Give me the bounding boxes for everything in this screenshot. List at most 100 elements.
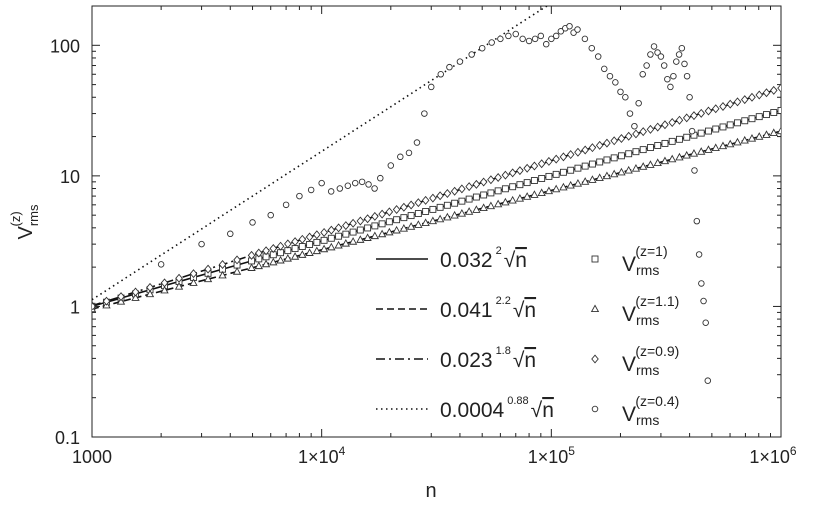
marker-z-1-1 <box>116 297 126 305</box>
marker-z-1 <box>516 181 524 189</box>
legend-series-label: Vrms (z=1.1) <box>622 293 679 328</box>
marker-z-1 <box>385 218 393 226</box>
marker-z-1-1 <box>385 227 394 236</box>
legend-marker-z-1-1 <box>590 304 600 313</box>
marker-z-0-4 <box>594 53 602 60</box>
marker-z-1-1 <box>334 240 343 249</box>
marker-z-1 <box>726 121 734 129</box>
marker-z-0-4 <box>344 182 352 190</box>
legend-fit-coef: 0.023 <box>440 349 493 372</box>
marker-z-0-9 <box>102 296 111 306</box>
legend-series-label: Vrms (z=0.4) <box>622 393 679 428</box>
marker-z-1-1 <box>290 252 300 260</box>
marker-z-1 <box>763 111 770 119</box>
marker-z-0-4 <box>643 62 650 69</box>
marker-z-1 <box>661 139 669 147</box>
legend-fit-radicand-sqrt: √ <box>513 299 525 322</box>
marker-z-0-9 <box>755 90 764 100</box>
marker-z-0-4 <box>542 40 550 48</box>
marker-z-0-4 <box>654 49 661 56</box>
marker-z-1 <box>741 117 749 125</box>
marker-z-0-9 <box>566 150 575 160</box>
marker-z-0-4 <box>639 71 646 78</box>
marker-z-1-1 <box>428 216 438 225</box>
marker-z-0-4 <box>612 79 619 86</box>
legend-fit-radicand-sqrt: √ <box>504 249 516 272</box>
marker-z-0-9 <box>530 161 539 171</box>
marker-z-0-4 <box>574 26 581 33</box>
marker-z-0-9 <box>233 255 241 265</box>
marker-z-0-4 <box>695 251 703 258</box>
marker-z-0-4 <box>307 186 315 194</box>
marker-z-0-9 <box>719 101 727 111</box>
marker-z-0-9 <box>501 170 510 180</box>
marker-z-0-4 <box>456 58 464 65</box>
marker-z-1-1 <box>305 248 314 256</box>
marker-z-0-4 <box>688 127 696 135</box>
marker-z-0-4 <box>437 71 445 78</box>
marker-z-1-1 <box>624 165 633 174</box>
marker-z-0-4 <box>548 35 555 43</box>
marker-z-1 <box>378 220 386 228</box>
marker-z-0-9 <box>385 207 394 217</box>
marker-z-0-4 <box>249 219 256 226</box>
marker-z-0-4 <box>704 377 712 384</box>
x-tick-label-exponent: 4 <box>339 444 346 458</box>
legend-fit-radicand-sqrt: √ <box>513 349 525 372</box>
marker-z-0-4 <box>670 72 677 80</box>
marker-z-1-1 <box>537 188 546 196</box>
marker-z-0-4 <box>650 43 658 50</box>
marker-z-0-9 <box>574 147 582 157</box>
legend-fit-label: 0.0004 0.88√n <box>440 395 554 422</box>
marker-z-1 <box>588 160 596 168</box>
marker-z-0-9 <box>305 232 314 242</box>
marker-z-0-4 <box>421 110 428 117</box>
marker-z-0-4 <box>698 280 705 287</box>
marker-z-0-9 <box>762 88 771 98</box>
marker-z-1-1 <box>653 158 662 166</box>
marker-z-1 <box>509 183 517 191</box>
fit-line-fit-z11 <box>92 130 781 310</box>
marker-z-0-4 <box>478 44 486 52</box>
marker-z-0-9 <box>458 184 466 194</box>
marker-z-0-4 <box>92 303 96 310</box>
marker-z-1-1 <box>493 199 503 208</box>
marker-z-1 <box>443 201 451 209</box>
marker-z-0-4 <box>365 181 372 188</box>
marker-z-1-1 <box>479 203 488 211</box>
marker-z-0-9 <box>661 120 669 130</box>
y-tick-label: 1 <box>70 297 80 317</box>
marker-z-1-1 <box>776 126 781 135</box>
x-tick-label: 1000 <box>72 447 112 467</box>
marker-z-1-1 <box>399 224 409 232</box>
legend: 0.032 2√n0.041 2.2√n0.023 1.8√n0.0004 0.88√n… <box>376 243 679 428</box>
marker-z-0-9 <box>603 138 611 148</box>
marker-z-1 <box>422 208 430 215</box>
marker-z-1-1 <box>682 150 691 159</box>
marker-z-0-4 <box>282 201 290 209</box>
marker-z-1 <box>480 191 488 199</box>
marker-z-0-9 <box>632 129 640 139</box>
marker-z-0-4 <box>512 30 520 38</box>
marker-z-1-1 <box>486 201 496 210</box>
marker-z-0-9 <box>363 214 372 224</box>
marker-z-0-9 <box>356 216 365 226</box>
legend-series-base: V <box>622 253 636 276</box>
marker-z-0-9 <box>595 140 604 150</box>
marker-z-0-9 <box>523 163 531 173</box>
marker-z-1 <box>748 115 756 123</box>
y-tick-labels: 0.1 1 10 100 <box>50 36 80 448</box>
marker-z-1-1 <box>530 190 539 198</box>
marker-z-1-1 <box>406 222 416 230</box>
marker-z-0-9 <box>175 273 183 283</box>
legend-series-sub: rms <box>636 362 659 378</box>
marker-z-1 <box>574 164 582 172</box>
marker-z-0-9 <box>581 145 589 155</box>
marker-z-0-4 <box>371 185 378 192</box>
marker-z-1-1 <box>254 261 263 270</box>
x-tick-label-text: 1000 <box>72 447 112 467</box>
marker-z-1 <box>364 224 372 232</box>
marker-z-0-4 <box>387 162 395 169</box>
marker-z-0-4 <box>405 149 413 157</box>
marker-z-1 <box>407 212 415 220</box>
